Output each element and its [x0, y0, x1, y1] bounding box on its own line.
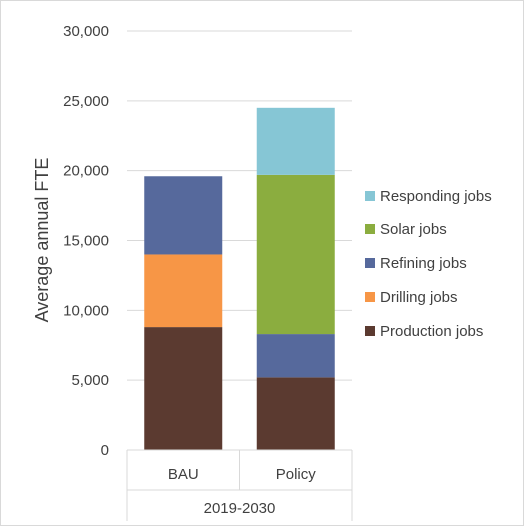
bar-segment-refining-jobs-bau — [144, 176, 223, 255]
bar-segment-production-jobs-policy — [256, 377, 335, 450]
y-tick-label: 10,000 — [63, 302, 109, 319]
legend-label: Production jobs — [380, 323, 483, 340]
legend-swatch — [365, 191, 375, 201]
legend-label: Refining jobs — [380, 255, 467, 272]
bar-segment-responding-jobs-policy — [256, 107, 335, 175]
bar-segment-production-jobs-bau — [144, 327, 223, 450]
y-tick-label: 15,000 — [63, 233, 109, 250]
y-tick-label: 30,000 — [63, 23, 109, 40]
x-group-label: 2019-2030 — [204, 500, 276, 517]
y-tick-label: 5,000 — [71, 372, 109, 389]
x-category-label: Policy — [276, 466, 317, 483]
bars — [144, 107, 335, 450]
legend-label: Drilling jobs — [380, 289, 458, 306]
legend-label: Responding jobs — [380, 188, 492, 205]
legend-swatch — [365, 224, 375, 234]
y-tick-label: 25,000 — [63, 93, 109, 110]
y-axis-ticks: 0 5,000 10,000 15,000 20,000 25,000 30,000 — [63, 23, 109, 459]
legend-swatch — [365, 326, 375, 336]
y-axis-title: Average annual FTE — [32, 158, 52, 323]
bar-segment-solar-jobs-policy — [256, 174, 335, 335]
bar-segment-drilling-jobs-bau — [144, 254, 223, 328]
legend-swatch — [365, 292, 375, 302]
y-tick-label: 0 — [101, 442, 109, 459]
legend-swatch — [365, 258, 375, 268]
legend: Responding jobs Solar jobs Refining jobs Dr… — [365, 188, 492, 340]
legend-label: Solar jobs — [380, 221, 447, 238]
y-tick-label: 20,000 — [63, 163, 109, 180]
x-category-label: BAU — [168, 466, 199, 483]
bar-segment-refining-jobs-policy — [256, 334, 335, 378]
